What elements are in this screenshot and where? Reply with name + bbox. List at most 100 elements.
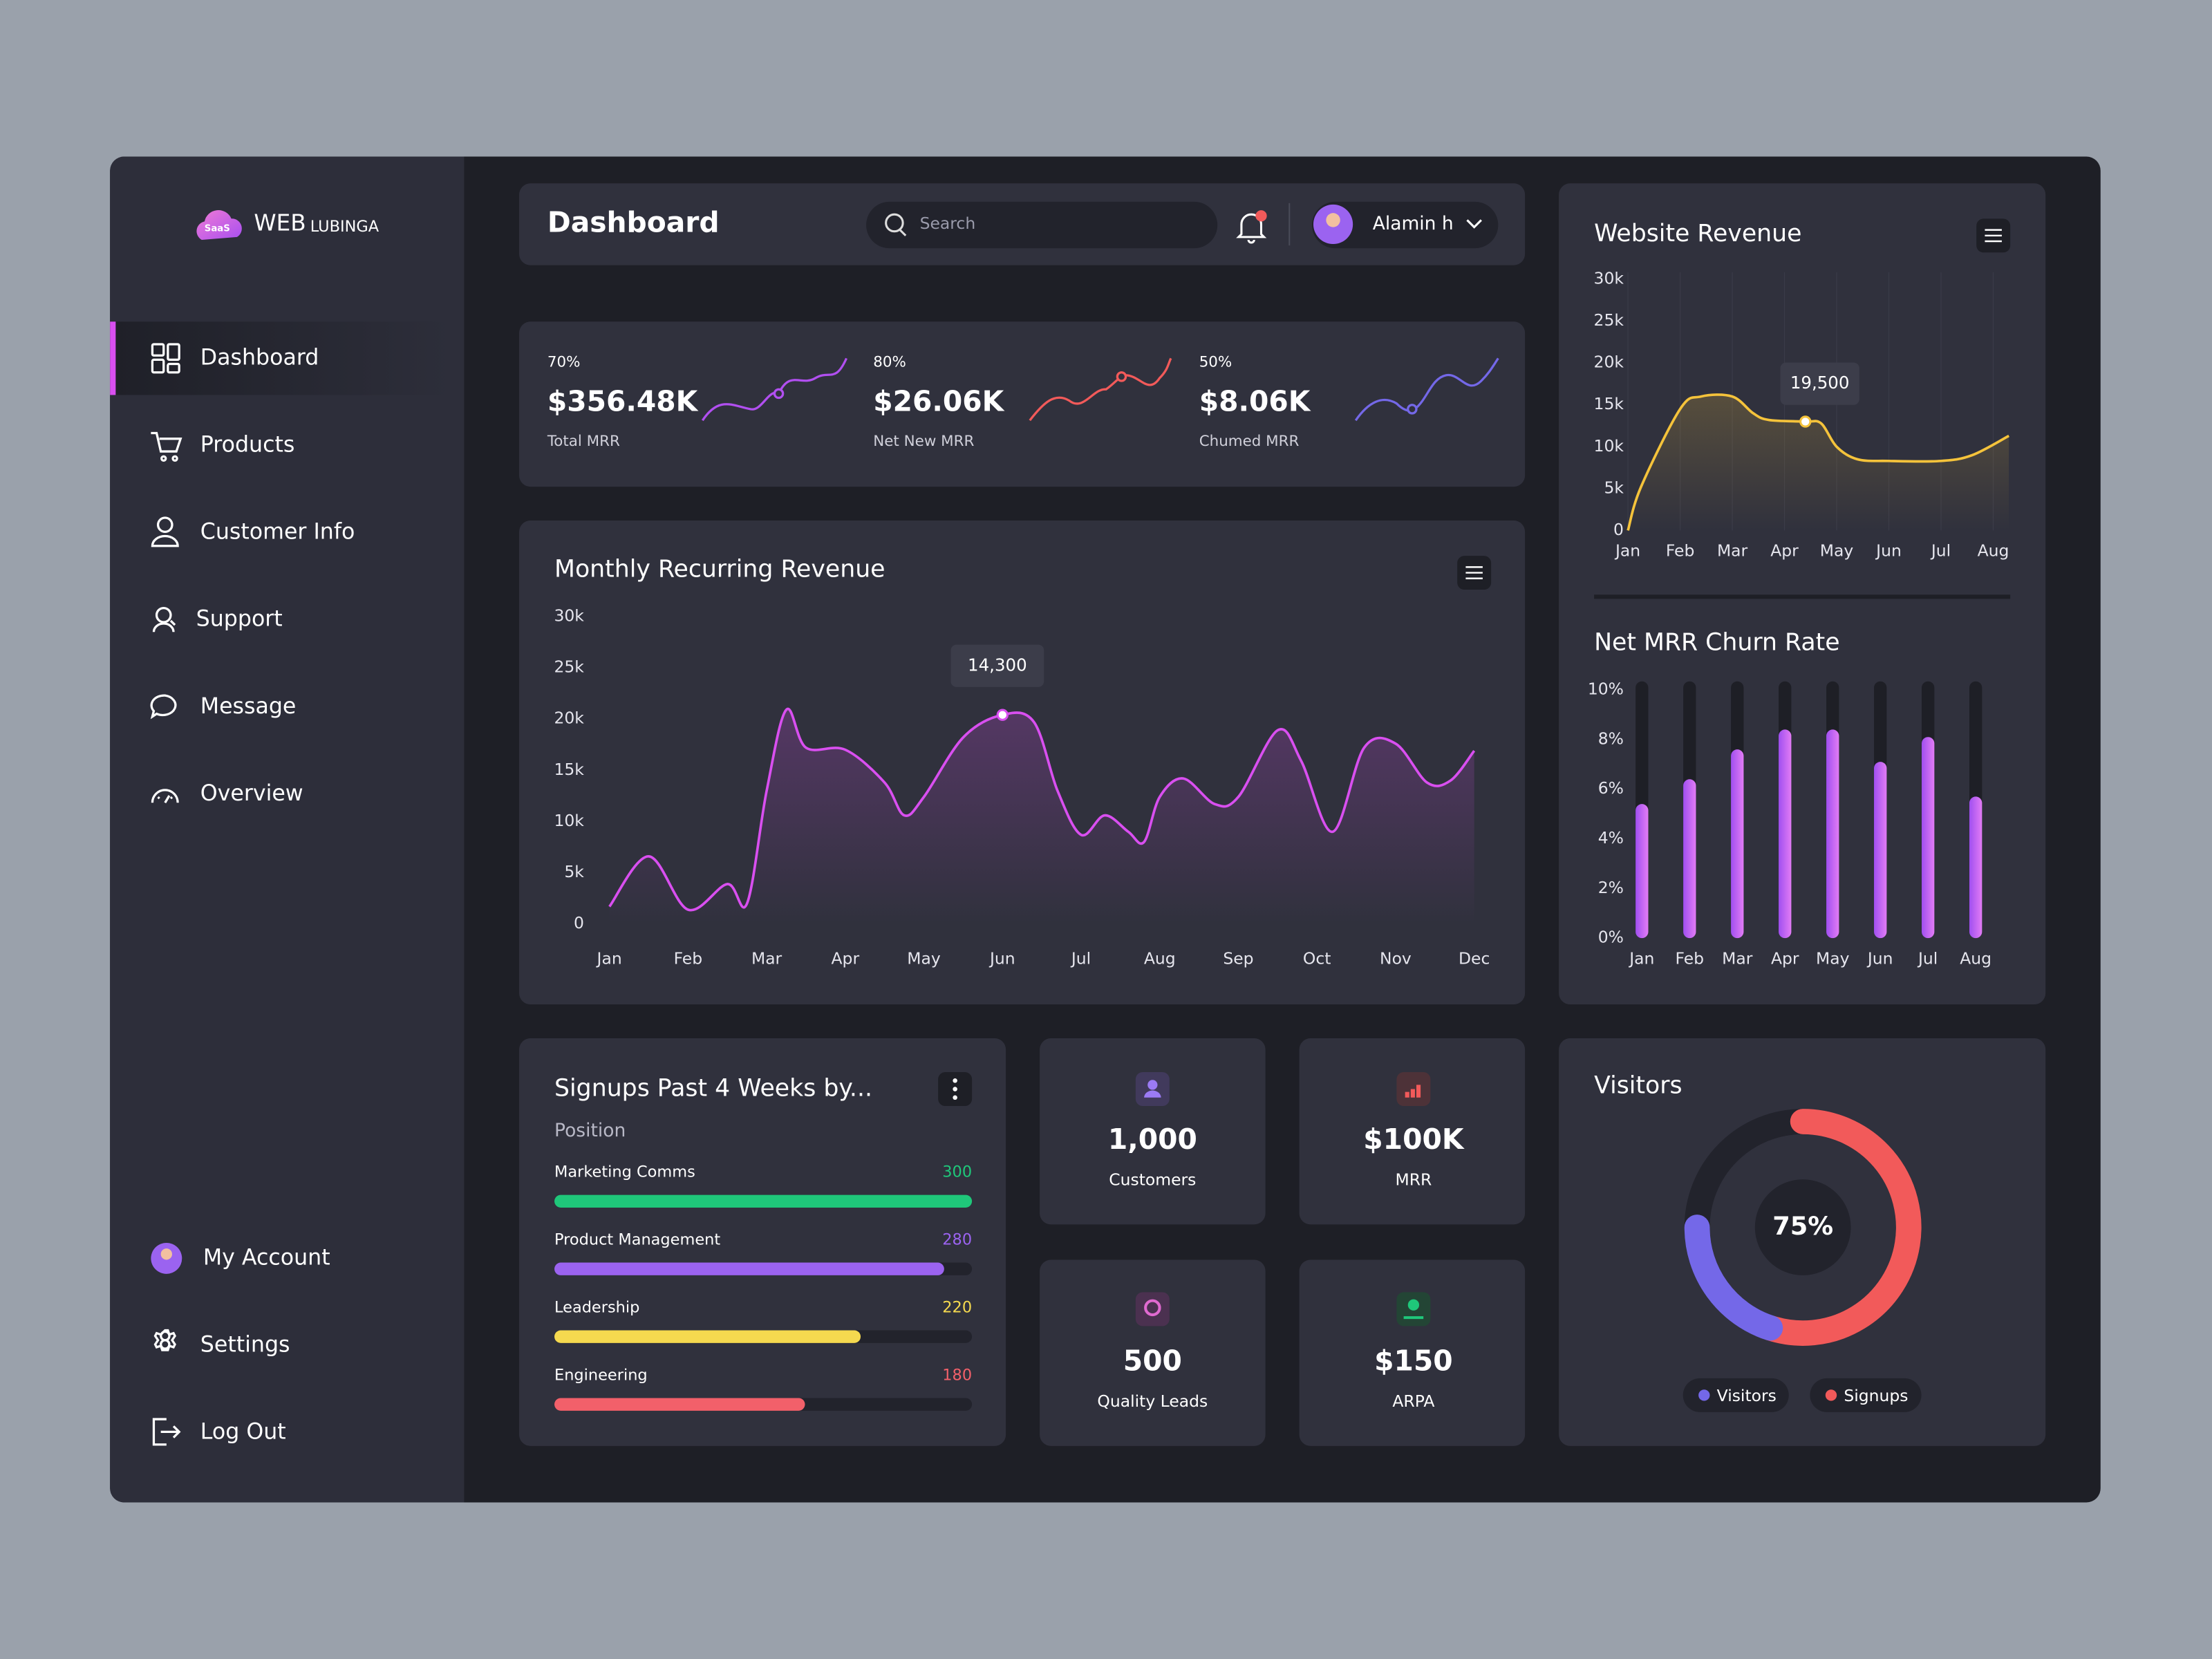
donut-arc	[1757, 1109, 1922, 1346]
stat-card	[1299, 1038, 1526, 1225]
y-tick-label: 5k	[1604, 478, 1624, 497]
kpi-label: Total MRR	[547, 433, 620, 450]
notification-dot	[1255, 210, 1267, 222]
card-title: Visitors	[1594, 1071, 1682, 1099]
y-tick-label: 0	[1613, 520, 1624, 539]
highlight-point	[996, 709, 1009, 721]
stat-value: 500	[1123, 1344, 1182, 1377]
row-value: 220	[942, 1298, 972, 1316]
x-tick-label: Sep	[1223, 948, 1253, 968]
legend-swatch	[1825, 1389, 1837, 1401]
bar	[1683, 779, 1696, 939]
nav-item[interactable]: Dashboard	[200, 345, 319, 370]
y-tick-label: 20k	[554, 709, 584, 728]
row-label: Leadership	[554, 1298, 639, 1316]
nav-item[interactable]: Log Out	[200, 1420, 286, 1445]
y-tick-label: 20k	[1594, 353, 1624, 372]
legend-pill	[1810, 1378, 1922, 1412]
card-subtitle: Position	[554, 1120, 626, 1141]
kpi-card	[519, 321, 1526, 487]
y-tick-label: 25k	[1594, 310, 1624, 330]
nav-item[interactable]: Overview	[200, 781, 303, 806]
y-tick-label: 10%	[1588, 679, 1624, 698]
y-tick-label: 30k	[1594, 269, 1624, 288]
x-tick-label: Oct	[1303, 948, 1331, 968]
kpi-value: $26.06K	[873, 385, 1004, 418]
x-tick-label: Aug	[1144, 948, 1176, 968]
x-tick-label: Mar	[1722, 948, 1753, 968]
y-tick-label: 6%	[1598, 778, 1624, 798]
nav-item[interactable]: My Account	[203, 1245, 330, 1270]
search-box[interactable]	[866, 201, 1218, 249]
y-tick-label: 15k	[554, 760, 584, 779]
bar	[554, 1398, 805, 1411]
y-tick-label: 4%	[1598, 828, 1624, 847]
stat-icon	[1144, 1090, 1161, 1098]
tooltip: 14,300	[968, 655, 1027, 675]
sidebar	[110, 156, 465, 1503]
nav-item[interactable]: Customer Info	[200, 520, 355, 545]
y-tick-label: 10k	[1594, 436, 1624, 456]
stat-card	[1040, 1038, 1266, 1225]
signups-card	[519, 1038, 1006, 1446]
x-tick-label: Aug	[1960, 948, 1991, 968]
legend-label: Signups	[1844, 1386, 1908, 1405]
x-tick-label: Mar	[751, 948, 782, 968]
kpi-label: Net New MRR	[873, 433, 974, 450]
row-value: 180	[942, 1366, 972, 1384]
bar	[1922, 737, 1935, 939]
x-tick-label: Mar	[1717, 541, 1748, 560]
user-name: Alamin h	[1373, 213, 1454, 234]
x-tick-label: Jan	[596, 948, 622, 968]
mrr-filter-icon	[1465, 566, 1483, 579]
x-tick-label: Jul	[1070, 948, 1091, 968]
bar	[1635, 804, 1649, 939]
y-tick-label: 0%	[1598, 928, 1624, 947]
nav-item[interactable]: Support	[196, 607, 283, 632]
kpi-value: $356.48K	[547, 385, 699, 418]
x-tick-label: Aug	[1978, 541, 2009, 560]
notification-bell[interactable]	[1236, 213, 1267, 244]
chart-title: Monthly Recurring Revenue	[554, 555, 885, 583]
nav-active-bg	[113, 321, 452, 395]
legend-pill	[1683, 1378, 1789, 1412]
x-tick-label: Jun	[988, 948, 1015, 968]
search-icon	[885, 213, 904, 233]
x-tick-label: Dec	[1459, 948, 1490, 968]
kpi-label: Chumed MRR	[1199, 433, 1300, 450]
x-tick-label: Jan	[1614, 541, 1640, 560]
bar	[1874, 762, 1887, 939]
stat-icon	[1407, 1299, 1420, 1311]
nav-item[interactable]: Products	[200, 432, 295, 457]
kpi-percent: 70%	[547, 353, 581, 371]
nav-item[interactable]: Message	[200, 694, 297, 719]
donut-arc	[1684, 1215, 1783, 1341]
stat-card	[1299, 1259, 1526, 1446]
row-label: Product Management	[554, 1230, 720, 1248]
x-tick-label: Nov	[1380, 948, 1412, 968]
bar	[1731, 749, 1744, 939]
area	[1628, 394, 2009, 531]
nav-active-marker	[110, 321, 116, 395]
bar	[1969, 796, 1983, 939]
account-avatar-face	[160, 1248, 172, 1260]
row-label: Marketing Comms	[554, 1163, 695, 1181]
nav-item[interactable]: Settings	[200, 1333, 290, 1358]
sparklines	[701, 357, 1499, 422]
user-avatar-face	[1326, 213, 1340, 227]
user-menu[interactable]	[1311, 201, 1499, 249]
tooltip-box	[1780, 362, 1859, 405]
legend-swatch	[1698, 1389, 1710, 1401]
bar	[554, 1262, 944, 1275]
legend-label: Visitors	[1717, 1386, 1777, 1405]
x-tick-label: Jan	[1628, 948, 1654, 968]
x-tick-label: Jun	[1866, 948, 1893, 968]
x-tick-label: Apr	[1770, 541, 1799, 560]
y-tick-label: 25k	[554, 657, 584, 676]
brand-logo	[196, 209, 242, 240]
x-tick-label: May	[1816, 948, 1850, 968]
user-chevron	[1466, 219, 1482, 229]
row-value: 280	[942, 1230, 972, 1248]
stat-icon	[1405, 1085, 1421, 1098]
